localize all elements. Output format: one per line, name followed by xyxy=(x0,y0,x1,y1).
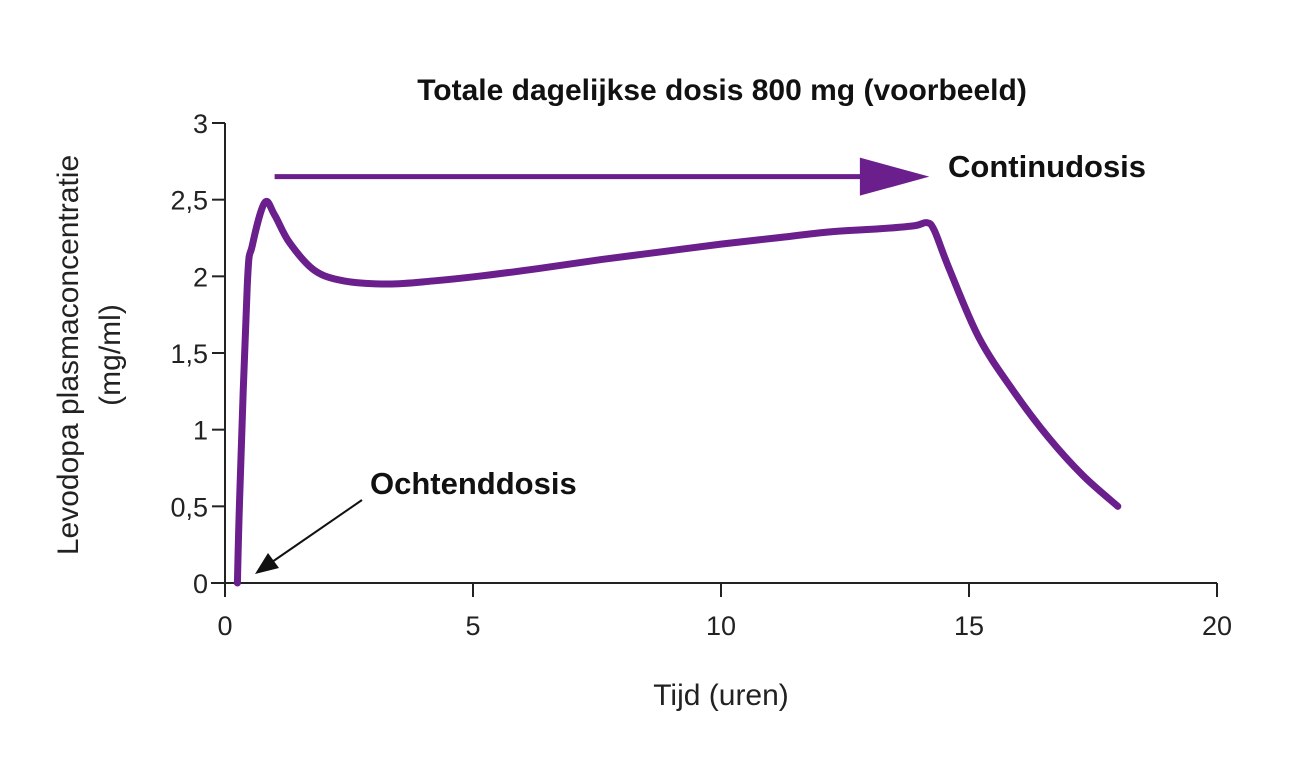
y-tick-label: 0,5 xyxy=(170,492,208,522)
series-line xyxy=(233,198,1122,587)
x-tick-label: 0 xyxy=(217,611,232,641)
x-tick-label: 15 xyxy=(954,611,984,641)
series xyxy=(233,198,1122,587)
y-axis-label: Levodopa plasmaconcentratie (mg/ml) xyxy=(52,155,127,555)
continudosis-arrow-head xyxy=(859,157,930,196)
axes xyxy=(211,123,1217,597)
y-axis-label-line-2: (mg/ml) xyxy=(94,304,127,406)
x-tick-label: 5 xyxy=(465,611,480,641)
continudosis-label: Continudosis xyxy=(948,149,1146,184)
y-tick-label: 1 xyxy=(193,416,208,446)
ochtenddosis-annotation: Ochtenddosis xyxy=(255,466,577,574)
y-tick-label: 2 xyxy=(193,262,208,292)
ochtenddosis-arrow-head xyxy=(255,553,279,574)
y-tick-label: 2,5 xyxy=(170,186,208,216)
y-tick-label: 0 xyxy=(193,569,208,599)
ochtenddosis-label: Ochtenddosis xyxy=(370,466,577,501)
x-tick-label: 10 xyxy=(706,611,736,641)
chart-title: Totale dagelijkse dosis 800 mg (voorbeel… xyxy=(417,74,1027,107)
ochtenddosis-arrow-line xyxy=(271,499,363,563)
y-tick-label: 1,5 xyxy=(170,339,208,369)
x-axis-label: Tijd (uren) xyxy=(653,679,789,712)
y-tick-label: 3 xyxy=(193,109,208,139)
continudosis-annotation: Continudosis xyxy=(274,149,1146,196)
y-axis-label-line-1: Levodopa plasmaconcentratie xyxy=(52,155,85,555)
ticks: 0 0,5 1 1,5 2 2,5 3 0 5 10 15 20 xyxy=(170,109,1232,641)
x-tick-label: 20 xyxy=(1202,611,1232,641)
